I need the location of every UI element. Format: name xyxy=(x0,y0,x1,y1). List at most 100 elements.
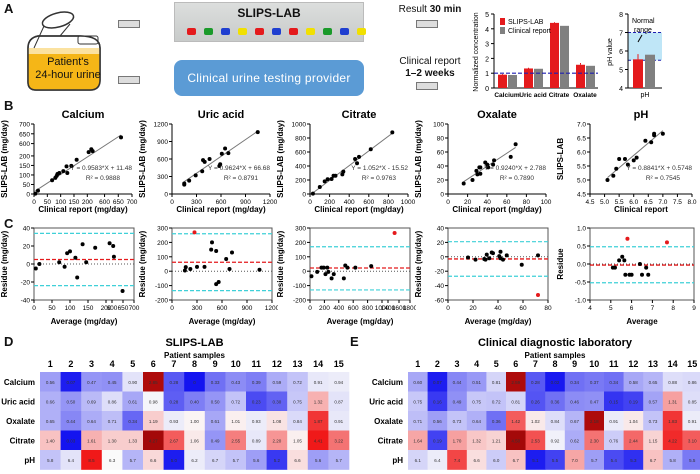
y-tick-label: 20 xyxy=(437,178,445,185)
bar-slips-lab xyxy=(550,22,559,88)
row-label: Calcium xyxy=(372,378,403,387)
y-tick-label: 1000 xyxy=(292,122,307,129)
data-point xyxy=(195,264,199,269)
cell-value: 0.98 xyxy=(149,399,158,404)
x-tick-label: 650 xyxy=(113,199,124,206)
heatmap-cell xyxy=(662,450,683,470)
heatmap-cell xyxy=(287,411,309,431)
column-label: 2 xyxy=(435,359,440,369)
heatmap-cell xyxy=(623,411,644,431)
cell-value: 0.92 xyxy=(551,438,560,443)
cell-value: 0.73 xyxy=(453,419,462,424)
cell-value: 0.61 xyxy=(211,419,220,424)
data-point xyxy=(317,185,322,189)
cell-value: 0.28 xyxy=(170,399,179,404)
cell-value: 0.45 xyxy=(108,380,117,385)
plot-frame xyxy=(309,227,411,301)
cell-value: 0.75 xyxy=(472,399,481,404)
x-tick-label: 600 xyxy=(217,305,228,312)
device-cap xyxy=(306,28,315,35)
data-point xyxy=(368,147,373,152)
y-tick-label: -20 xyxy=(435,269,445,276)
data-point xyxy=(322,179,327,184)
panel-label-e: E xyxy=(350,334,359,349)
chart-title: Oxalate xyxy=(477,109,517,121)
cell-value: 0.37 xyxy=(590,380,599,385)
cell-value: 0.81 xyxy=(492,380,501,385)
citrate-scatter: Citrate SLIPS-LAB (mg/day) Clinical report… xyxy=(276,109,416,214)
x-tick-label: 1600 xyxy=(392,305,407,312)
r-squared: R² = 0.7890 xyxy=(500,175,535,182)
x-tick-label: 0 xyxy=(446,305,450,312)
data-point xyxy=(617,258,622,263)
data-point xyxy=(644,265,649,270)
y-tick-label: 1200 xyxy=(154,122,169,129)
x-tick-label: 400 xyxy=(344,199,355,206)
heatmap-cell xyxy=(101,411,123,431)
x-axis-label: Clinical report (mg/day) xyxy=(452,205,542,214)
heatmap-cell xyxy=(506,430,526,451)
annotation: Normal xyxy=(632,18,655,25)
x-tick-label: 7 xyxy=(651,305,655,312)
chart-title: Calcium xyxy=(62,109,105,121)
heatmap-cell xyxy=(122,391,144,412)
cell-value: 0.91 xyxy=(609,419,618,424)
heatmap-cell xyxy=(545,450,566,470)
heatmap-cell xyxy=(143,372,164,392)
heatmap-cell xyxy=(184,430,206,451)
cell-value: 0.43 xyxy=(231,380,240,385)
data-point xyxy=(345,265,350,270)
citrate-residue-plot: Residue (mg/day)Average (mg/day)0 200 400 6… xyxy=(276,226,416,327)
cell-value: 0.91 xyxy=(314,380,323,385)
heatmap-cell xyxy=(604,372,624,392)
data-point xyxy=(182,268,187,273)
device-cap xyxy=(255,28,264,35)
data-point xyxy=(536,253,540,258)
heatmap-cell xyxy=(143,450,164,470)
cell-value: 7.0 xyxy=(571,458,578,463)
row-label: pH xyxy=(24,456,35,465)
x-tick-label: 4 xyxy=(588,305,592,312)
column-label: 7 xyxy=(171,359,176,369)
y-tick-label: 600 xyxy=(157,157,168,164)
heatmap-cell xyxy=(40,450,61,470)
cell-value: 0.72 xyxy=(231,399,240,404)
x-tick-label: 200 xyxy=(82,199,93,206)
column-label: 4 xyxy=(474,359,479,369)
heatmap-cell xyxy=(525,450,546,470)
cell-value: 0.34 xyxy=(570,380,579,385)
x-tick-label: 150 xyxy=(83,305,94,312)
cell-value: 0.49 xyxy=(453,399,462,404)
y-tick-label: 6.0 xyxy=(577,150,586,157)
data-point xyxy=(652,131,657,136)
heatmap-cell xyxy=(307,430,329,451)
cell-value: 0.16 xyxy=(433,399,442,404)
x-tick-label: 100 xyxy=(55,199,66,206)
y-tick-label: 0.0 xyxy=(577,262,586,269)
heatmap-cell xyxy=(287,372,309,392)
cell-value: 0.61 xyxy=(128,399,137,404)
data-point xyxy=(625,162,630,167)
data-point xyxy=(257,267,262,272)
cell-value: 0.59 xyxy=(273,380,282,385)
y-tick-label: -100 xyxy=(155,283,168,290)
cell-value: 0.07 xyxy=(433,380,442,385)
cell-value: 1.64 xyxy=(413,438,422,443)
cell-value: 0.40 xyxy=(190,399,199,404)
heatmap-cell xyxy=(564,411,585,431)
y-tick-label: -200 xyxy=(293,298,306,305)
data-point xyxy=(390,130,395,135)
cell-value: 1.02 xyxy=(531,419,540,424)
heatmap-cell xyxy=(246,411,267,431)
heatmap-cell xyxy=(427,411,448,431)
calcium-residue-plot: Residue (mg/day) Average (mg/day) 0 50 100 15… xyxy=(0,226,140,327)
x-tick-label: 200 xyxy=(319,305,330,312)
x-axis-label: Clinical report (mg/day) xyxy=(38,205,128,214)
y-tick-label: 8 xyxy=(619,12,623,19)
x-axis-label: Average xyxy=(626,317,658,326)
x-tick-label: 5.0 xyxy=(600,199,609,206)
heatmap-cell xyxy=(163,411,185,431)
x-tick-label: 20 xyxy=(464,199,472,206)
y-tick-label: 5 xyxy=(485,12,489,19)
x-tick-label: pH xyxy=(641,92,650,99)
